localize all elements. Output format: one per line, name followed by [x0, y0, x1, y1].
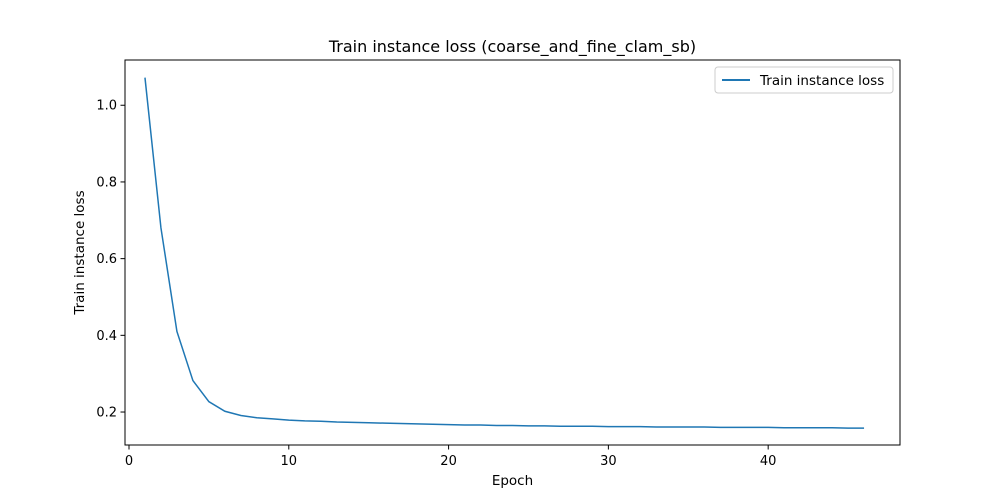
x-tick-label: 40: [760, 454, 777, 469]
y-tick-label: 1.0: [96, 99, 117, 114]
x-tick-label: 20: [440, 454, 457, 469]
x-axis-ticks: 0 10 20 30 40: [125, 445, 777, 469]
x-tick-label: 10: [281, 454, 298, 469]
series-line-0: [144, 77, 865, 429]
legend-box: [714, 66, 894, 94]
chart-title: Train instance loss (coarse_and_fine_cla…: [328, 37, 696, 57]
y-tick-label: 0.4: [96, 329, 117, 344]
plot-frame: [124, 59, 901, 446]
x-tick-label: 0: [125, 454, 133, 469]
legend-label: Train instance loss: [759, 73, 884, 89]
x-tick-label: 30: [600, 454, 617, 469]
y-tick-label: 0.2: [96, 406, 117, 421]
plot-area: [125, 60, 900, 445]
y-axis-label: Train instance loss: [72, 190, 88, 315]
series-layer: [144, 77, 865, 429]
legend: Train instance loss: [714, 66, 894, 94]
x-axis-label: Epoch: [492, 473, 533, 489]
y-axis-ticks: 0.2 0.4 0.6 0.8 1.0: [96, 99, 125, 421]
y-tick-label: 0.8: [96, 175, 117, 190]
y-tick-label: 0.6: [96, 252, 117, 267]
